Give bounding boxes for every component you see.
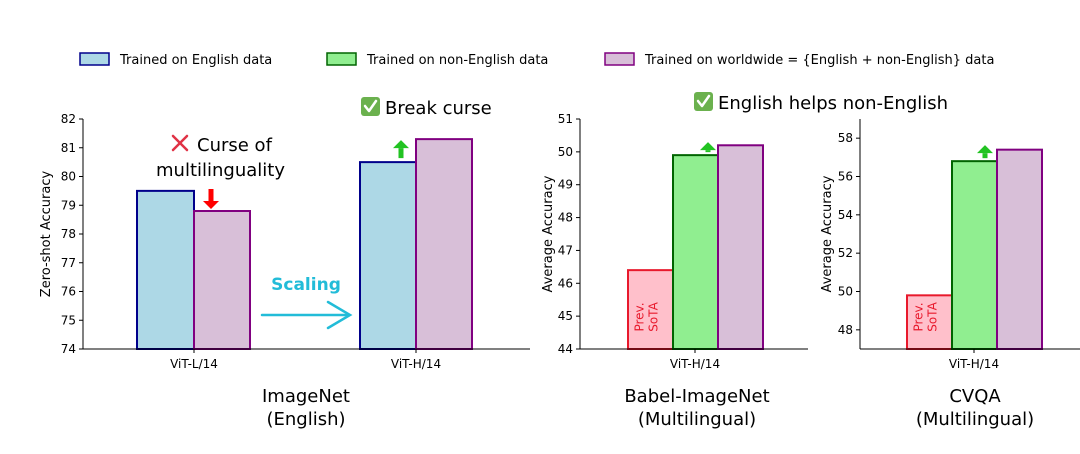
prev-sota-label-line2: SoTA: [647, 301, 661, 331]
x-tick-label: ViT-H/14: [949, 357, 999, 371]
y-tick-label: 76: [61, 285, 76, 299]
arrow-up-icon-head: [393, 140, 409, 149]
chart-subtitle-imagenet: (English): [266, 409, 345, 430]
y-tick-label: 77: [61, 256, 76, 270]
bar: [415, 138, 473, 350]
x-tick-label: ViT-L/14: [170, 357, 218, 371]
y-tick-label: 81: [61, 141, 76, 155]
y-tick-label: 78: [61, 227, 76, 241]
curse-label-line1: Curse of: [197, 135, 273, 156]
chart-subtitle-babel: (Multilingual): [638, 409, 756, 430]
english-helps-annotation: English helps non-English: [694, 92, 948, 114]
y-tick-label: 52: [838, 246, 853, 260]
y-tick-label: 49: [558, 178, 573, 192]
curse-label-line2: multilinguality: [156, 160, 285, 181]
y-tick-label: 56: [838, 170, 853, 184]
cross-icon: [171, 134, 189, 152]
y-tick-label: 50: [558, 145, 573, 159]
x-tick-label: ViT-H/14: [670, 357, 720, 371]
y-tick-label: 54: [838, 208, 853, 222]
y-tick-label: 79: [61, 198, 76, 212]
legend: Trained on English data Trained on non-E…: [79, 52, 994, 68]
y-tick-label: 74: [61, 342, 76, 356]
x-tick-label: ViT-H/14: [391, 357, 441, 371]
arrow-down-icon-head: [203, 201, 219, 209]
chart-babel-imagenet: Prev. SoTA 44 45 46 47 48 49 50 51 ViT-H/14 Average…: [541, 112, 808, 371]
y-axis-label: Zero-shot Accuracy: [39, 171, 54, 298]
y-tick-label: 46: [558, 276, 573, 290]
y-tick-label: 48: [558, 211, 573, 225]
legend-label-english: Trained on English data: [119, 53, 272, 68]
y-tick-label: 82: [61, 112, 76, 126]
bar: [951, 160, 998, 350]
scaling-label: Scaling: [271, 275, 341, 295]
chart-title-imagenet: ImageNet: [262, 386, 350, 407]
y-axis-label: Average Accuracy: [820, 175, 835, 292]
break-curse-annotation: Break curse: [361, 97, 492, 119]
english-helps-label: English helps non-English: [718, 93, 948, 114]
legend-swatch-non-english: [326, 52, 357, 66]
bar: [193, 210, 251, 350]
bar: [672, 154, 719, 350]
y-tick-label: 48: [838, 323, 853, 337]
scaling-annotation: Scaling: [260, 275, 353, 330]
bar: [717, 144, 764, 350]
chart-subtitle-cvqa: (Multilingual): [916, 409, 1034, 430]
curse-annotation: Curse of multilinguality: [156, 134, 285, 181]
check-icon: [694, 92, 713, 111]
bar: [359, 161, 417, 350]
y-tick-label: 51: [558, 112, 573, 126]
y-tick-label: 58: [838, 131, 853, 145]
y-axis-label: Average Accuracy: [541, 175, 556, 292]
chart-title-cvqa: CVQA: [949, 386, 1001, 407]
prev-sota-label-line1: Prev.: [912, 302, 926, 331]
bar: [136, 189, 195, 350]
y-tick-label: 44: [558, 342, 573, 356]
prev-sota-label-line2: SoTA: [926, 301, 940, 331]
chart-cvqa: Prev. SoTA 48 50 52 54 56 58 ViT-H/14 Average Acc…: [820, 119, 1080, 371]
y-tick-label: 50: [838, 285, 853, 299]
arrow-up-icon-head: [700, 142, 716, 151]
prev-sota-label-line1: Prev.: [633, 302, 647, 331]
arrow-right-icon: [260, 300, 353, 330]
bar: [906, 294, 953, 351]
arrow-up-icon-head: [977, 145, 993, 154]
legend-swatch-worldwide: [604, 52, 635, 66]
legend-swatch-english: [79, 52, 110, 66]
chart-title-babel: Babel-ImageNet: [624, 386, 769, 407]
break-curse-label: Break curse: [385, 98, 492, 119]
check-icon: [361, 97, 380, 116]
y-tick-label: 47: [558, 243, 573, 257]
y-tick-label: 45: [558, 309, 573, 323]
y-tick-label: 80: [61, 170, 76, 184]
chart-imagenet: 74 75 76 77 78 79 80 81 82 ViT-L/14 ViT-H/14 Zero-s…: [39, 112, 530, 371]
y-tick-label: 75: [61, 313, 76, 327]
legend-label-worldwide: Trained on worldwide = {English + non-En…: [644, 53, 994, 68]
legend-label-non-english: Trained on non-English data: [366, 53, 548, 68]
bar: [996, 148, 1043, 350]
